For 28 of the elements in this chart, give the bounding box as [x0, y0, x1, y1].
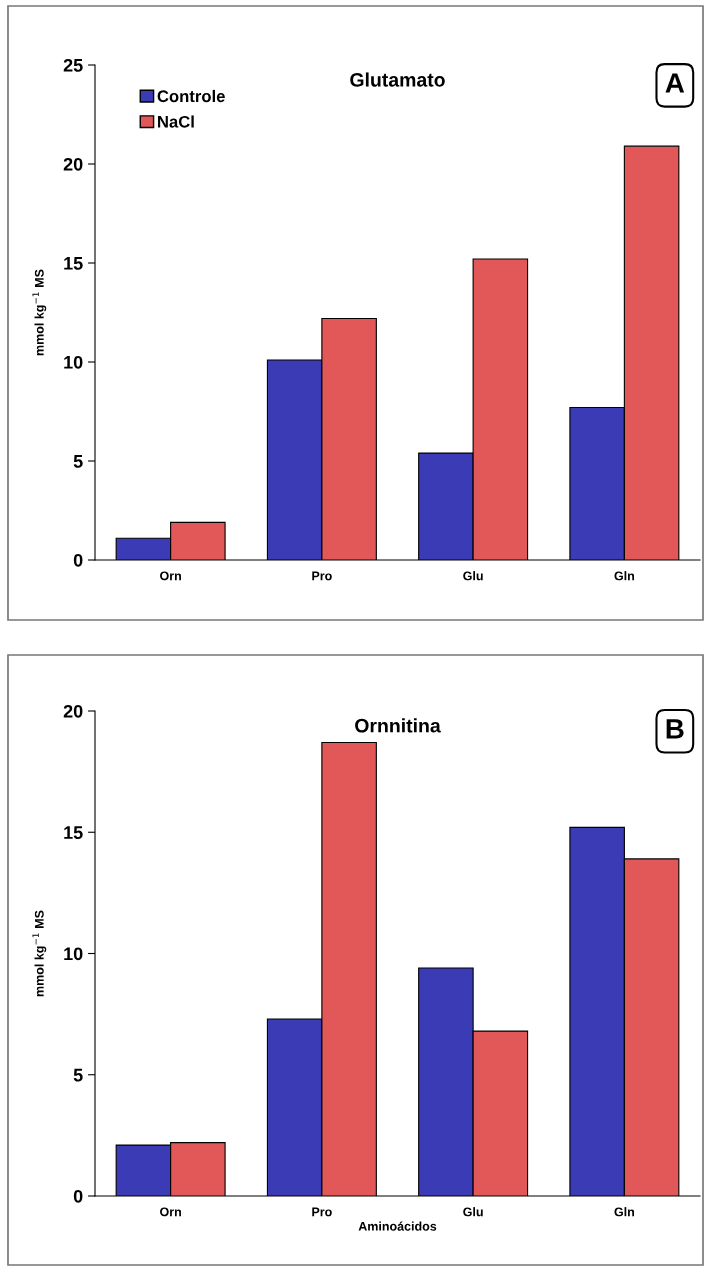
x-tick-label: Orn [160, 571, 181, 581]
x-tick-label: Pro [312, 571, 332, 581]
annotation: B [666, 719, 684, 739]
y-tick-label: 0 [73, 1189, 83, 1203]
y-tick-label: 15 [64, 257, 83, 270]
y-tick-label: 25 [63, 58, 83, 72]
y-tick-label: 20 [63, 157, 83, 171]
y-tick-label: 0 [73, 553, 83, 567]
y-tick-label: 10 [64, 947, 83, 961]
legend-label: NaCl [158, 115, 194, 128]
annotation: A [665, 73, 685, 93]
x-tick-label: Glu [463, 571, 483, 581]
x-tick-label: Gln [614, 571, 635, 581]
x-tick-label: Gln [614, 1207, 635, 1217]
y-axis-title: mmol kg$^{−1}$ MS [32, 910, 47, 997]
x-tick-label: Pro [312, 1207, 332, 1217]
legend-label: Controle [157, 89, 225, 103]
y-tick-label: 10 [64, 355, 83, 369]
y-tick-label: 15 [64, 826, 83, 839]
y-tick-label: 20 [63, 704, 83, 718]
y-tick-label: 5 [73, 455, 83, 468]
chart-title: Glutamato [350, 72, 445, 87]
x-tick-label: Glu [463, 1207, 483, 1217]
x-axis-title: Aminoácidos [358, 1221, 437, 1231]
chart-title: Ornnitina [355, 718, 441, 733]
y-tick-label: 5 [73, 1068, 83, 1082]
x-tick-label: Orn [160, 1207, 181, 1217]
y-axis-title: mmol kg$^{−1}$ MS [32, 269, 47, 356]
